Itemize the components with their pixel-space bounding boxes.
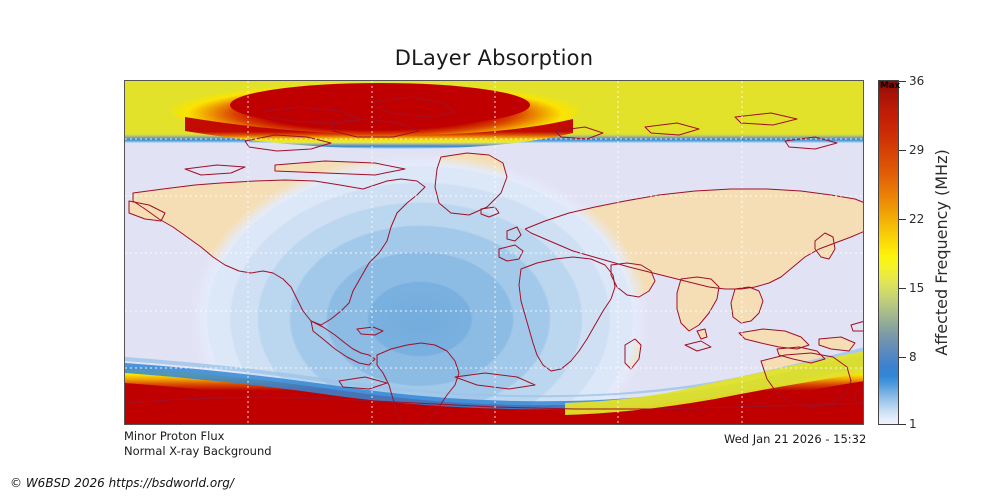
colorbar-label-3: 15 — [909, 281, 925, 295]
colorbar-tick-5 — [899, 424, 906, 425]
colorbar-label-0: 36 — [909, 74, 925, 88]
coastlines — [125, 96, 863, 424]
colorbar-label-4: 8 — [909, 350, 917, 364]
colorbar-label-5: 1 — [909, 417, 917, 431]
colorbar-tick-1 — [899, 150, 906, 151]
colorbar[interactable]: Max 36 29 22 15 8 1 — [878, 74, 924, 431]
colorbar-gradient — [878, 80, 899, 425]
world-map[interactable] — [124, 80, 864, 425]
gridlines — [125, 81, 863, 424]
copyright-footer: © W6BSD 2026 https://bsdworld.org/ — [10, 476, 234, 490]
page-title: DLayer Absorption — [394, 46, 594, 70]
colorbar-tick-2 — [899, 219, 906, 220]
dayside-absorption-region — [190, 154, 650, 424]
map-frame — [124, 80, 864, 425]
colorbar-label-1: 29 — [909, 143, 925, 157]
xray-background-status: Normal X-ray Background — [124, 444, 272, 458]
colorbar-max-label: Max — [880, 81, 900, 91]
status-annotations: Minor Proton Flux Normal X-ray Backgroun… — [124, 429, 272, 459]
proton-flux-status: Minor Proton Flux — [124, 429, 225, 443]
timestamp-label: Wed Jan 21 2026 - 15:32 — [724, 432, 867, 446]
colorbar-label-2: 22 — [909, 212, 925, 226]
colorbar-axis-label: Affected Frequency (MHz) — [932, 149, 951, 356]
colorbar-tick-4 — [899, 357, 906, 358]
absorption-map-svg — [125, 81, 863, 424]
colorbar-tick-0 — [899, 81, 906, 82]
colorbar-tick-3 — [899, 288, 906, 289]
